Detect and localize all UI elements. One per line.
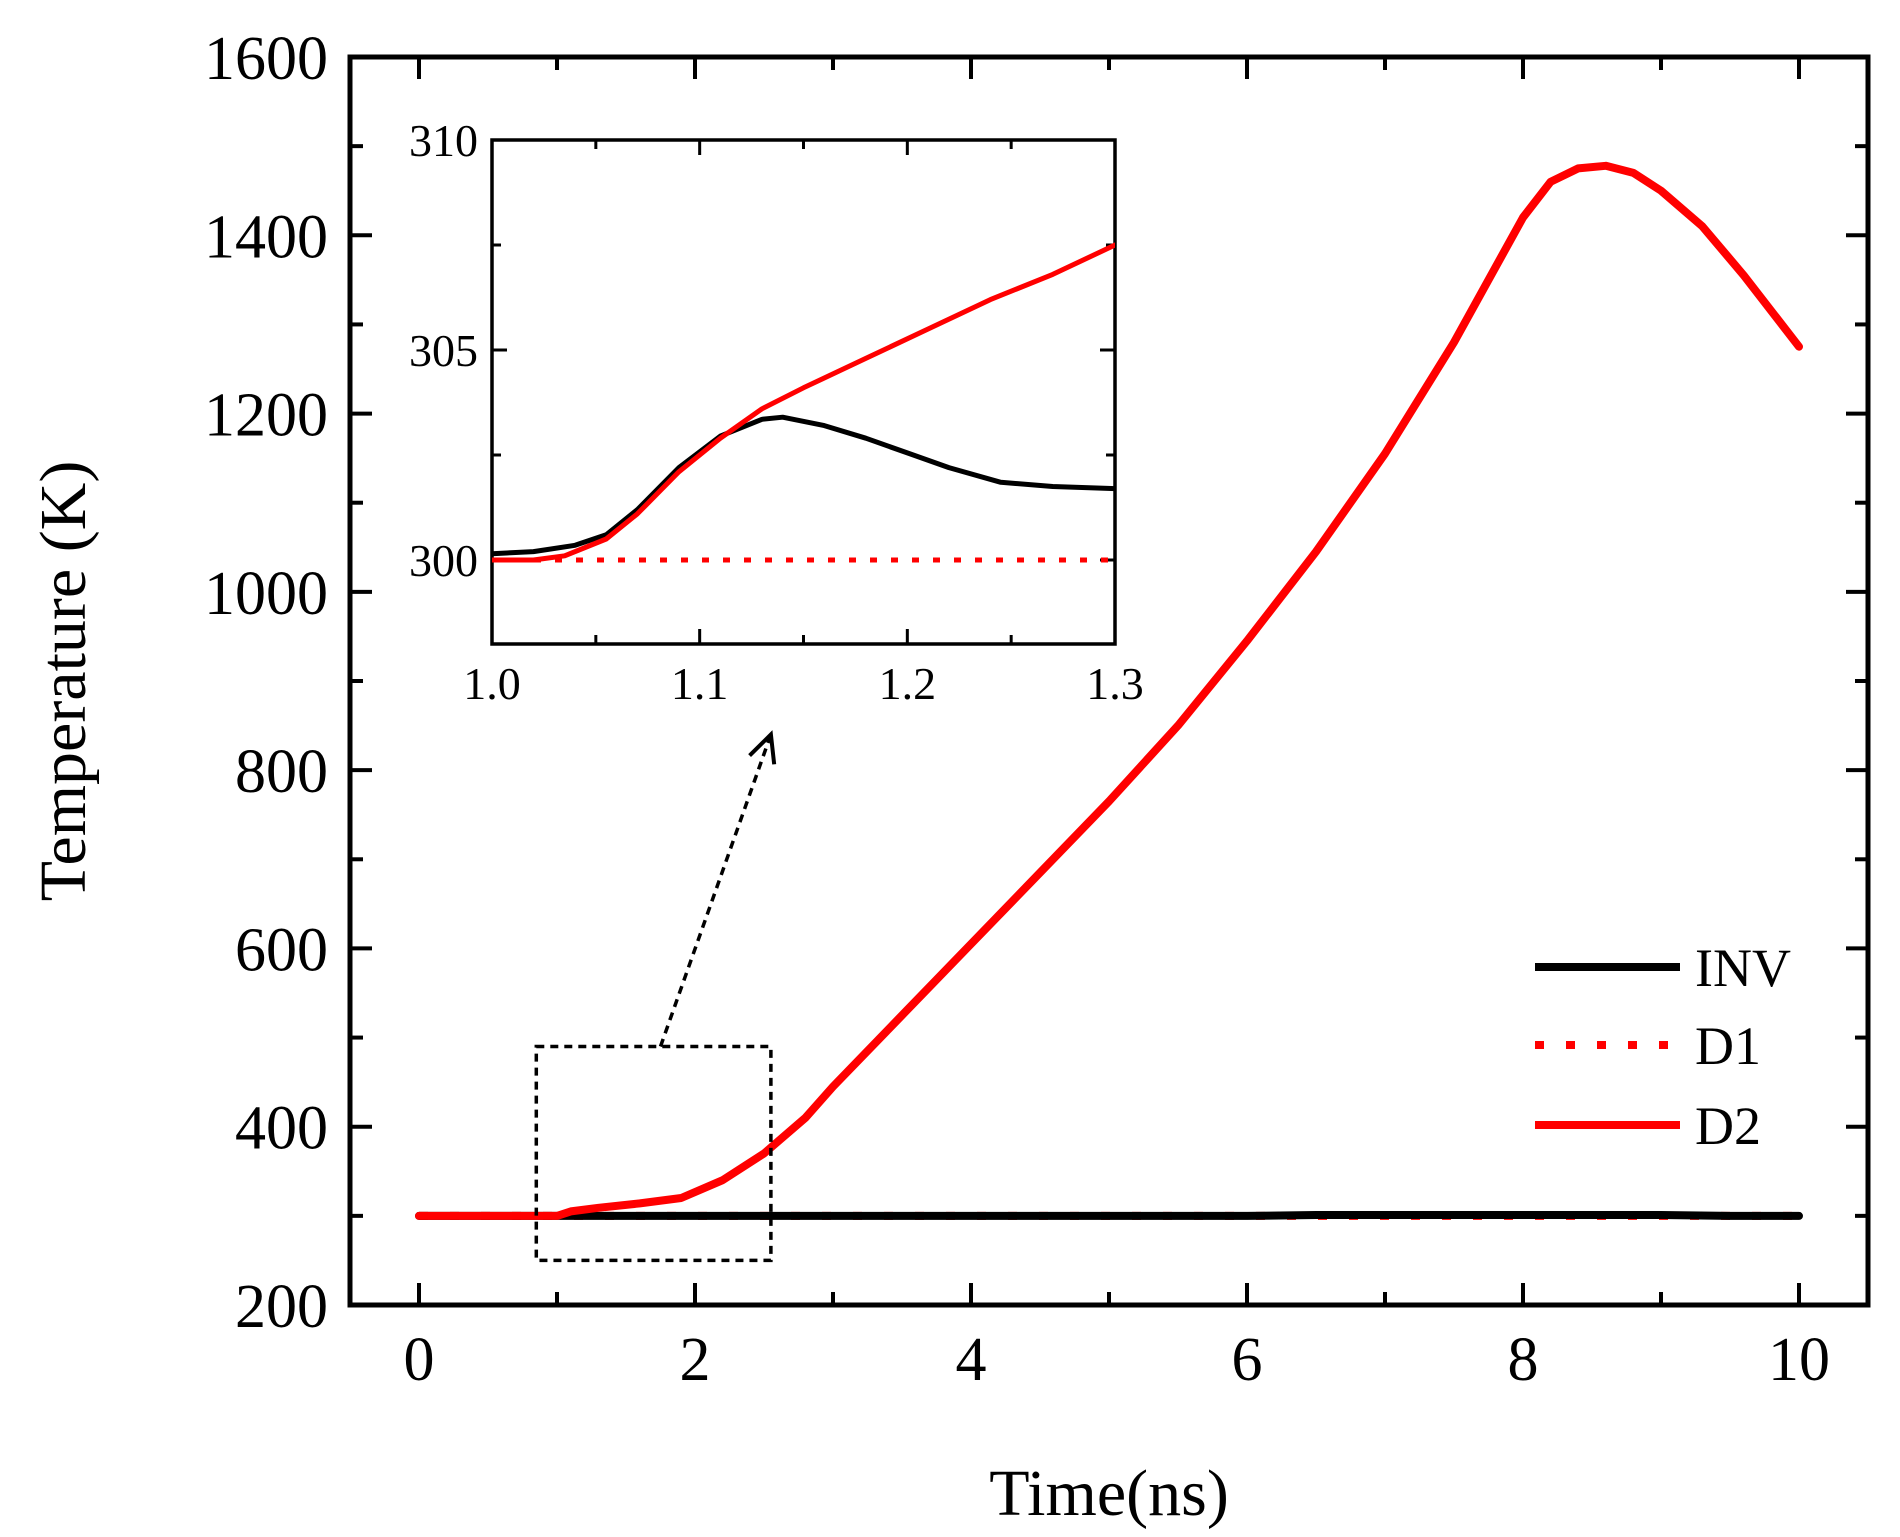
main-ytick-label-200: 200 <box>235 1273 328 1341</box>
main-ytick-label-1600: 1600 <box>204 25 328 93</box>
main-ytick-label-1400: 1400 <box>204 203 328 271</box>
inset-frame <box>490 138 1117 646</box>
legend-label-d1: D1 <box>1695 1016 1761 1076</box>
legend-label-inv: INV <box>1695 938 1791 998</box>
main-ytick-label-800: 800 <box>235 738 328 806</box>
main-xtick-label-10: 10 <box>1768 1326 1830 1394</box>
inset-ytick-label-305: 305 <box>409 325 478 376</box>
main-xtick-label-0: 0 <box>404 1326 435 1394</box>
inset-xtick-label-1-3: 1.3 <box>1086 658 1144 709</box>
zoom-region-box <box>534 1044 773 1263</box>
main-series-group <box>415 161 1803 1220</box>
inset-ytick-label-300: 300 <box>409 535 478 586</box>
main-xtick-label-8: 8 <box>1508 1326 1539 1394</box>
inset-series-inv <box>492 414 1115 557</box>
inset-series-d2 <box>492 242 1115 563</box>
legend-label-d2: D2 <box>1695 1096 1761 1156</box>
inset-ytick-label-310: 310 <box>409 115 478 166</box>
main-series-inv <box>415 1211 1803 1220</box>
main-ytick-label-600: 600 <box>235 916 328 984</box>
zoom-arrow-head <box>748 730 777 765</box>
inset-xtick-label-1: 1.0 <box>463 658 521 709</box>
inset-xtick-label-1-1: 1.1 <box>671 658 729 709</box>
main-xtick-label-6: 6 <box>1232 1326 1263 1394</box>
main-ytick-label-400: 400 <box>235 1095 328 1163</box>
inset-series-group <box>492 242 1115 563</box>
main-xtick-label-4: 4 <box>956 1326 987 1394</box>
inset-xtick-label-1-2: 1.2 <box>879 658 937 709</box>
x-axis-title: Time(ns) <box>989 1457 1229 1530</box>
main-xtick-label-2: 2 <box>680 1326 711 1394</box>
main-ytick-label-1000: 1000 <box>204 560 328 628</box>
inset-plot: 1.0 1.1 1.2 1.3 300 305 310 <box>409 115 1144 709</box>
main-series-d2 <box>415 161 1803 1220</box>
main-ytick-label-1200: 1200 <box>204 382 328 450</box>
y-axis-title: Temperature (K) <box>27 461 100 902</box>
